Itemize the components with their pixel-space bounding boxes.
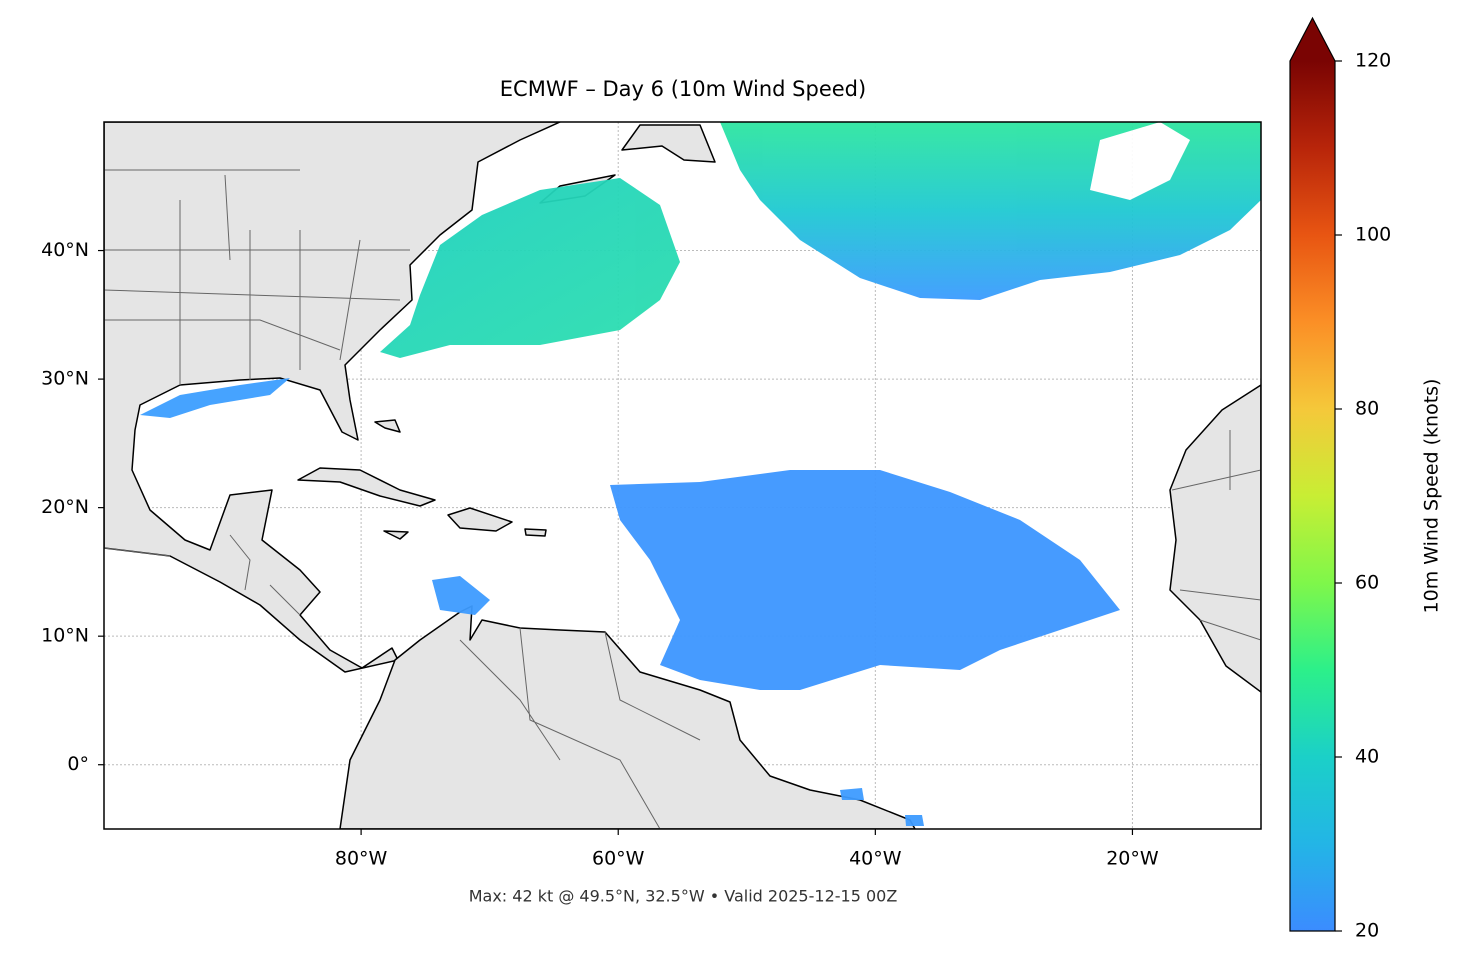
y-tick-label: 10°N xyxy=(41,625,89,647)
wind-area xyxy=(140,378,290,418)
footer-note: Max: 42 kt @ 49.5°N, 32.5°W • Valid 2025… xyxy=(469,887,898,906)
land-south-america xyxy=(339,605,916,829)
colorbar-label: 10m Wind Speed (knots) xyxy=(1421,379,1443,614)
colorbar-ticks: 20 40 60 80 100 120 xyxy=(1335,50,1391,942)
y-tick-label: 20°N xyxy=(41,496,89,518)
colorbar-tick-label: 20 xyxy=(1355,920,1379,942)
land-jamaica xyxy=(383,530,409,540)
x-tick-label: 60°W xyxy=(592,848,645,870)
y-tick-label: 40°N xyxy=(41,239,89,261)
colorbar-tick-label: 60 xyxy=(1355,572,1379,594)
land-north-america xyxy=(104,122,561,673)
land-puerto-rico xyxy=(524,528,547,537)
wind-gap xyxy=(1090,122,1190,200)
y-tick-label: 30°N xyxy=(41,368,89,390)
land-hispaniola xyxy=(447,507,513,532)
colorbar-tick-label: 80 xyxy=(1355,398,1379,420)
colorbar-extend xyxy=(1290,18,1335,61)
x-tick-label: 20°W xyxy=(1106,848,1159,870)
country-borders xyxy=(104,430,1261,829)
x-tick-label: 40°W xyxy=(849,848,902,870)
wind-area xyxy=(610,470,1120,690)
colorbar-tick-label: 100 xyxy=(1355,224,1391,246)
map-area xyxy=(104,122,1261,829)
wind-area xyxy=(380,178,680,358)
wind-area xyxy=(840,788,924,826)
x-tick-label: 80°W xyxy=(335,848,388,870)
y-tick-label: 0° xyxy=(67,753,89,775)
land-cuba xyxy=(297,467,436,507)
colorbar-tick-label: 120 xyxy=(1355,50,1391,72)
state-borders xyxy=(104,169,410,385)
plot-frame xyxy=(103,121,1262,830)
map-title: ECMWF – Day 6 (10m Wind Speed) xyxy=(500,77,866,101)
wind-area xyxy=(432,576,490,615)
land-newfoundland xyxy=(621,124,716,163)
land-africa xyxy=(1169,384,1261,693)
colorbar-tick-label: 40 xyxy=(1355,746,1379,768)
tick-layer: 80°W 60°W 40°W 20°W 0° 10°N 20°N 30°N 40°N xyxy=(41,239,1159,869)
wind-field xyxy=(140,122,1261,826)
colorbar-frame xyxy=(1289,16,1336,932)
land-bahamas xyxy=(374,419,401,433)
colorbar xyxy=(1290,61,1335,931)
